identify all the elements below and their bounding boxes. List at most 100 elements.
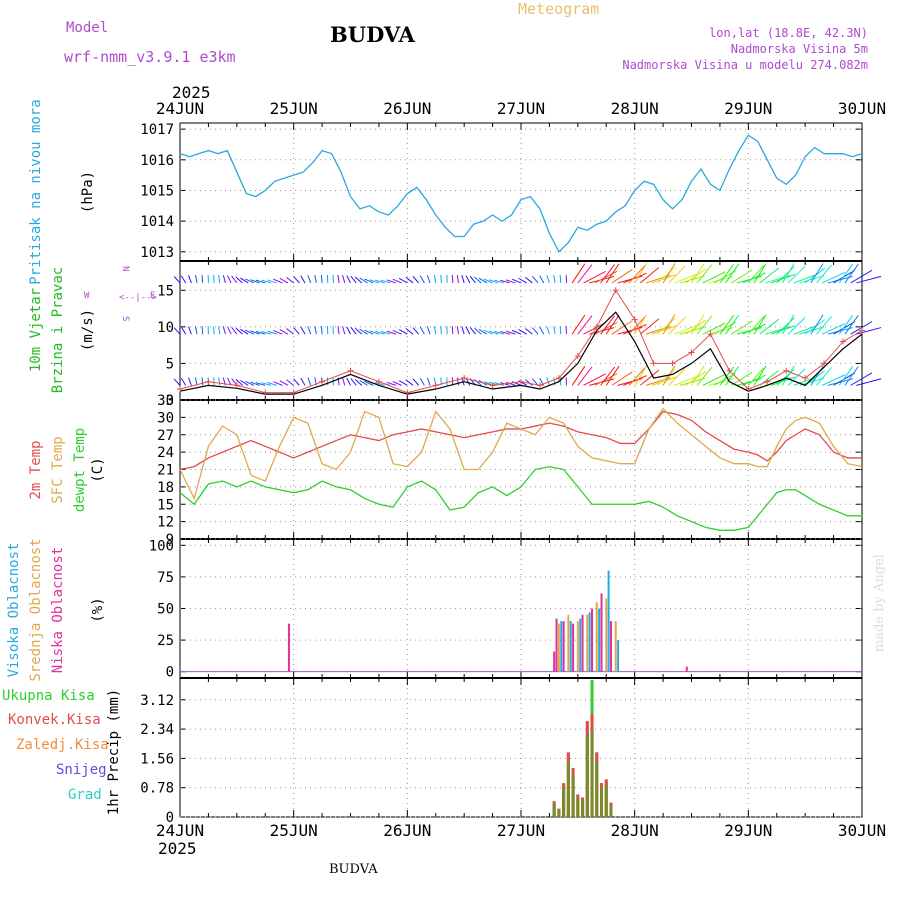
wind-barb: [293, 276, 300, 284]
wind-barb: [440, 326, 442, 335]
wind-barb: [600, 264, 616, 284]
wind-barb: [539, 326, 545, 335]
wind-barb: [188, 326, 192, 335]
wind-barb: [456, 274, 459, 284]
wind-gust-line: [179, 311, 863, 395]
precip-ylabel-3: Zaledj.Kisa: [16, 737, 109, 753]
wind-barb: [747, 264, 765, 284]
lonlat-label: lon,lat (18.8E, 42.3N): [709, 26, 868, 40]
wind-barb: [375, 382, 385, 386]
wind-barb: [267, 330, 277, 335]
y-tick-label: 1017: [140, 122, 174, 138]
cloud-ylabel-1: Visoka Oblacnost: [6, 543, 22, 678]
wind-barb: [465, 326, 471, 335]
wind-barb: [782, 365, 795, 386]
wind-barb: [731, 371, 753, 386]
wind-barb: [342, 377, 346, 386]
wind-barb: [838, 366, 854, 386]
wind-barb: [267, 279, 277, 284]
wind-barb: [770, 325, 796, 335]
wind-barb: [702, 373, 726, 386]
wind-barb: [337, 326, 340, 335]
wind-barb: [201, 326, 204, 335]
wind-barb: [392, 381, 402, 386]
wind-barb: [293, 378, 300, 386]
wind-speed-marker: [764, 378, 771, 385]
pressure-ylabel: Pritisak na nivou mora: [28, 99, 44, 284]
wind-speed-marker: [821, 360, 828, 367]
wind-barb: [279, 277, 289, 284]
wind-speed-marker: [518, 378, 524, 385]
high-cloud-bar: [588, 612, 591, 672]
wind-barb: [300, 275, 306, 284]
wind-barb: [668, 316, 686, 335]
wind-ylabel-1: 10m Vjetar: [28, 288, 44, 372]
wind-speed-marker: [612, 287, 619, 294]
wind-barb: [433, 326, 437, 335]
wind-barb: [273, 381, 283, 386]
x-tick-label-bottom: 28JUN: [611, 821, 659, 840]
precip-overlap-bar: [562, 788, 566, 817]
wind-barb: [369, 279, 380, 284]
wind-barb: [173, 327, 181, 335]
wind-barb: [386, 381, 397, 386]
y-tick-label: 21: [157, 463, 174, 479]
wind-barb: [307, 326, 312, 335]
wind-barb: [354, 276, 363, 284]
wind-barb: [668, 265, 686, 284]
wind-barb: [426, 377, 431, 386]
wind-barb: [553, 377, 556, 386]
wind-barb: [657, 317, 676, 335]
wind-barb: [725, 263, 740, 284]
wind-barb: [505, 330, 516, 335]
wind-speed-marker: [631, 316, 638, 323]
year-top: 2025: [172, 83, 211, 102]
wind-barb: [320, 274, 323, 283]
wind-barb: [359, 277, 368, 284]
wind-barb: [645, 377, 671, 386]
wind-barb: [478, 328, 488, 335]
wind-barb: [651, 376, 677, 386]
wind-barb: [173, 276, 181, 284]
wind-barb: [314, 274, 317, 284]
precip-ylabel-4: Snijeg: [56, 762, 107, 778]
wind-barb: [532, 378, 539, 386]
dewpt-line: [179, 465, 862, 531]
wind-barb: [364, 380, 374, 386]
precip-ylabel-2: Konvek.Kisa: [8, 712, 101, 728]
compass-arrows: <--|-->: [119, 293, 158, 303]
wind-barb: [668, 368, 686, 386]
wind-speed-marker: [574, 353, 581, 360]
wind-barb: [611, 320, 633, 335]
wind-barb: [623, 272, 647, 284]
high-cloud-bar: [607, 570, 610, 672]
y-tick-label: 0: [166, 810, 174, 826]
y-tick-label: 10: [157, 320, 174, 336]
y-tick-label: 0.78: [140, 781, 174, 797]
wind-barb: [793, 273, 818, 284]
wind-barb: [634, 314, 648, 335]
wind-barb: [469, 275, 476, 284]
wind-barb: [405, 276, 414, 284]
wind-barb: [380, 330, 391, 335]
compass-s: S: [120, 316, 130, 321]
x-tick-label-bottom: 27JUN: [497, 821, 545, 840]
wind-barb: [850, 321, 873, 335]
wind-barb: [267, 381, 277, 386]
wind-barb: [640, 267, 660, 284]
wind-speed-marker: [489, 382, 496, 389]
wind-barb: [525, 328, 533, 335]
wind-barb: [346, 275, 351, 284]
wind-barb: [628, 265, 646, 284]
wind-barb: [657, 266, 676, 284]
wind-barb: [369, 330, 380, 335]
wind-barb: [488, 279, 499, 284]
compass-e: E: [150, 291, 155, 301]
wind-barb: [440, 274, 442, 283]
y-tick-label: 0: [166, 665, 174, 681]
compass-w: W: [84, 291, 90, 301]
wind-speed-marker: [432, 382, 439, 389]
model-name: wrf-nmm_v3.9.1 e3km: [64, 48, 236, 66]
wind-barb: [433, 274, 437, 284]
wind-barb: [787, 317, 806, 335]
